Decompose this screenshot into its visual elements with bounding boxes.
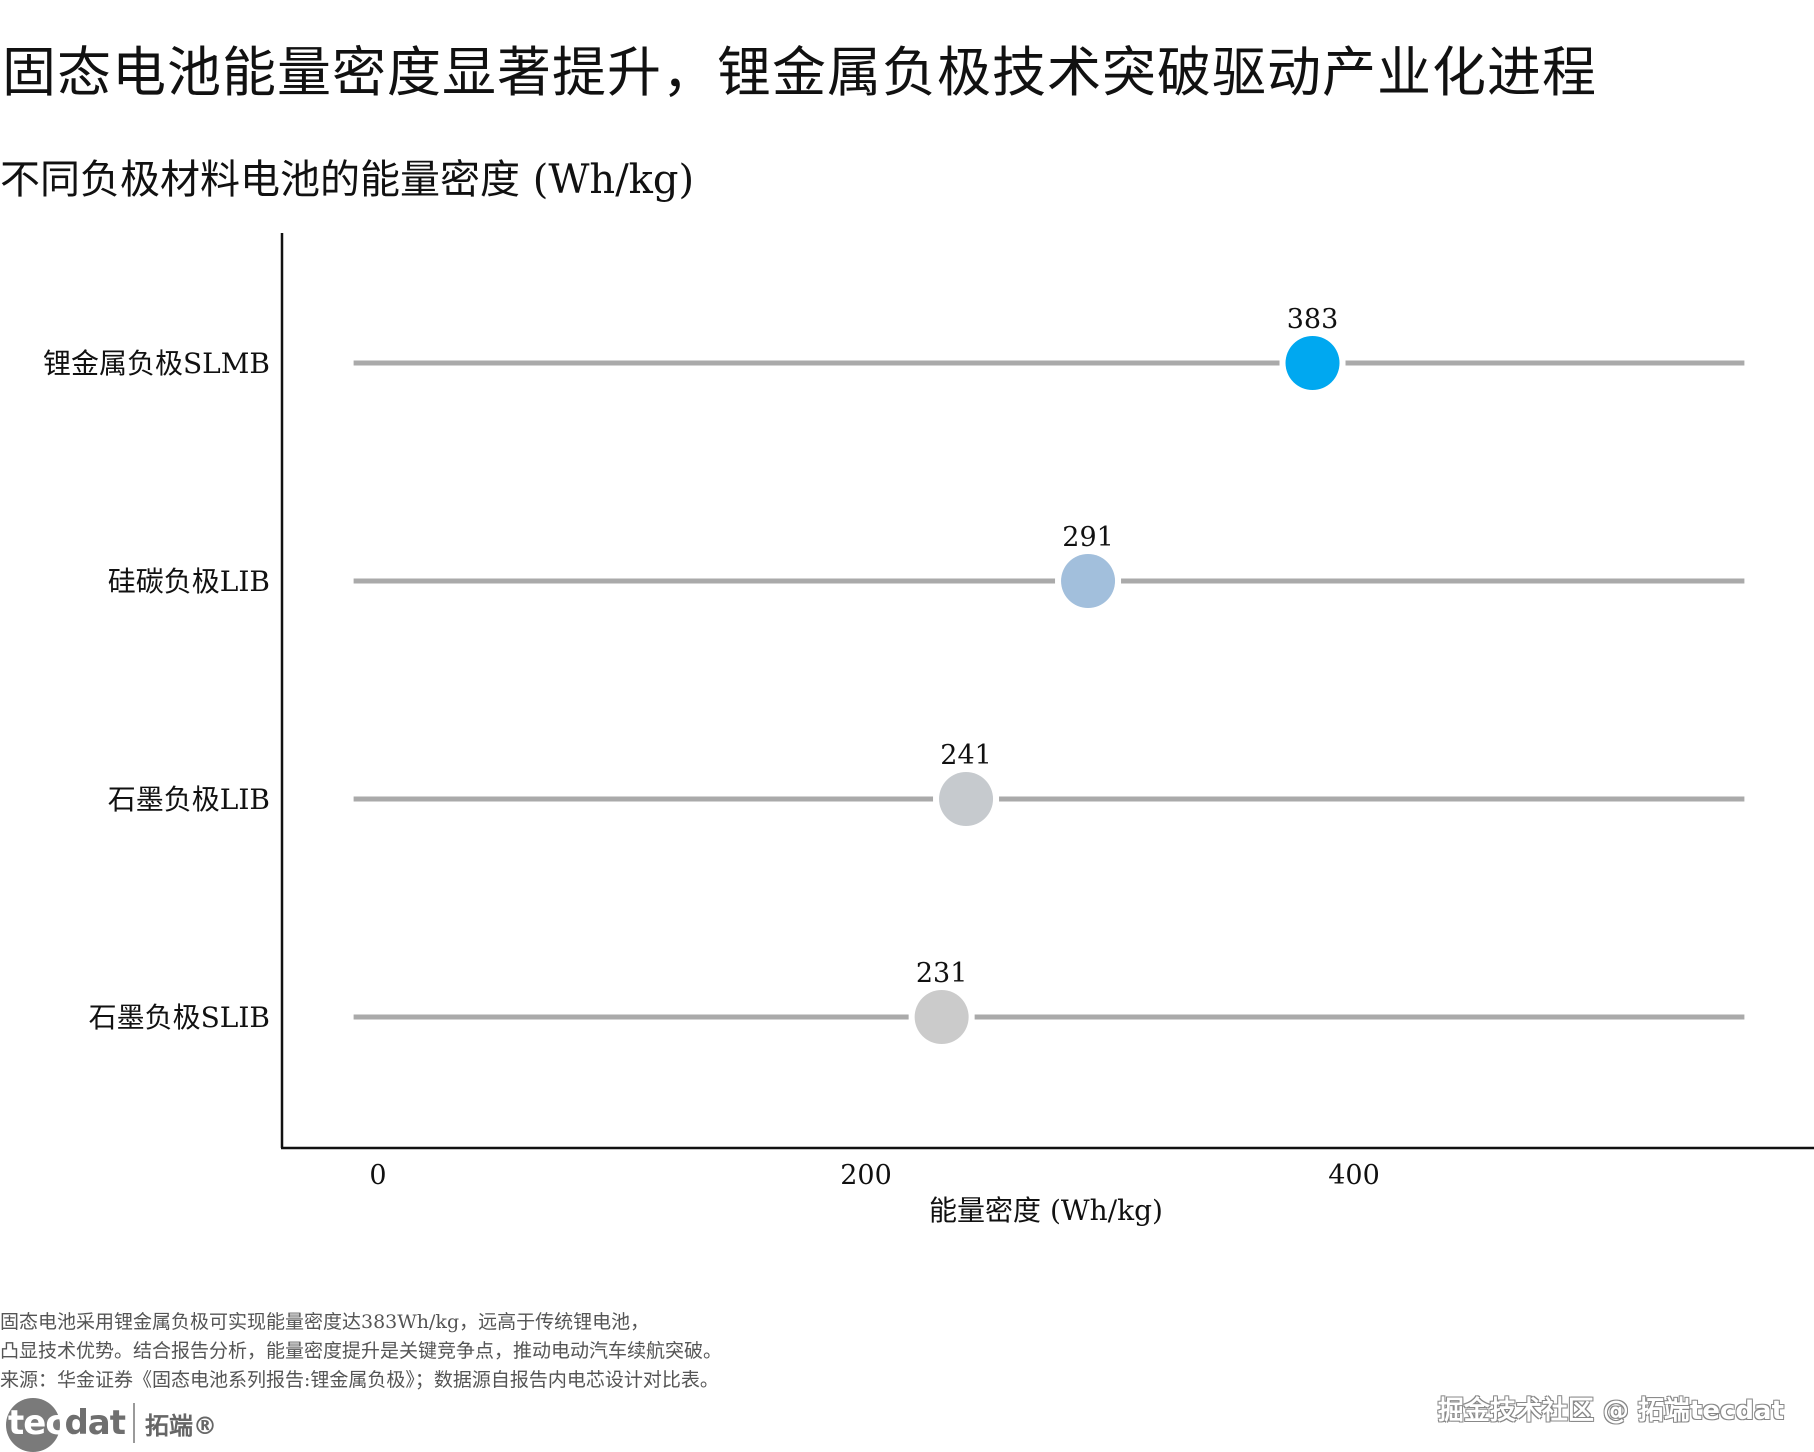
lollipop-chart: 383 锂金属负极SLMB 291 硅碳负极LIB 241 石墨负极LIB 231 石墨负极S…: [43, 233, 1814, 1227]
watermark: 掘金技术社区 @ 拓端tecdat: [1437, 1396, 1784, 1426]
data-point: [914, 990, 969, 1044]
footnote-line-2: 凸显技术优势。结合报告分析，能量密度提升是关键竞争点，推动电动汽车续航突破。: [0, 1340, 723, 1362]
data-point: [939, 772, 994, 826]
x-tick-label: 200: [840, 1160, 892, 1191]
footnote-line-3: 来源：华金证券《固态电池系列报告:锂金属负极》；数据源自报告内电芯设计对比表。: [0, 1369, 719, 1391]
data-point: [1285, 336, 1340, 390]
x-axis-title: 能量密度 (Wh/kg): [929, 1194, 1163, 1227]
brand-separator: [133, 1403, 136, 1443]
x-tick-label: 0: [369, 1160, 386, 1191]
value-label: 291: [1062, 522, 1114, 553]
category-label: 石墨负极SLIB: [89, 1001, 270, 1034]
category-label: 石墨负极LIB: [108, 783, 270, 816]
chart-title: 固态电池能量密度显著提升，锂金属负极技术突破驱动产业化进程: [2, 41, 1597, 104]
x-tick-label: 400: [1328, 1160, 1380, 1191]
value-label: 383: [1287, 304, 1339, 335]
footnote-line-1: 固态电池采用锂金属负极可实现能量密度达383Wh/kg，远高于传统锂电池，: [0, 1311, 650, 1333]
chart-subtitle: 不同负极材料电池的能量密度 (Wh/kg): [0, 157, 695, 203]
data-point: [1061, 554, 1116, 608]
brand-tec: tec: [8, 1403, 65, 1443]
brand-name: 拓端®: [145, 1411, 218, 1440]
category-label: 锂金属负极SLMB: [43, 347, 270, 380]
brand-logo: tec dat 拓端®: [6, 1398, 218, 1452]
value-label: 231: [916, 958, 968, 989]
footnote: 固态电池采用锂金属负极可实现能量密度达383Wh/kg，远高于传统锂电池， 凸显…: [0, 1308, 722, 1395]
value-label: 241: [940, 740, 992, 771]
category-label: 硅碳负极LIB: [108, 565, 270, 598]
brand-dat: dat: [64, 1403, 126, 1443]
brand-circle: [6, 1398, 60, 1452]
